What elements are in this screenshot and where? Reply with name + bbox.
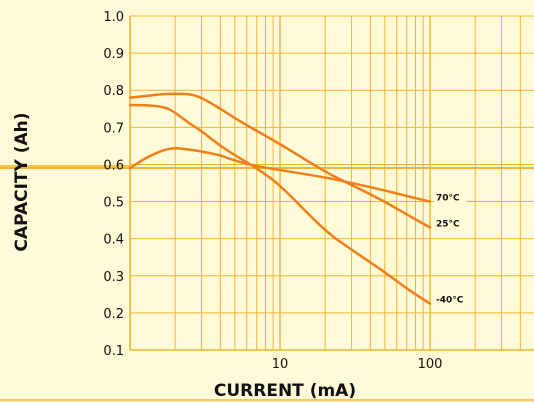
series-label-bg xyxy=(434,189,466,204)
series-label-bg xyxy=(434,215,466,230)
y-tick-label: 1.0 xyxy=(103,10,124,25)
series-label-0: 70°C xyxy=(436,194,460,204)
series-layer xyxy=(128,92,432,305)
y-tick-label: 0.2 xyxy=(103,307,124,322)
y-tick-label: 0.1 xyxy=(103,344,124,359)
series-line-2 xyxy=(128,103,432,305)
x-tick-label: 100 xyxy=(418,357,443,372)
series-label-1: 25°C xyxy=(436,220,460,230)
y-tick-label: 0.7 xyxy=(103,121,124,136)
series-line-1 xyxy=(128,92,432,229)
y-tick-label: 0.9 xyxy=(103,47,124,62)
series-label-2: -40°C xyxy=(436,296,464,306)
x-tick-label: 10 xyxy=(272,357,289,372)
series-label-bg xyxy=(434,291,466,306)
y-tick-label: 0.5 xyxy=(103,196,124,211)
series-labels: 70°C 25°C -40°C xyxy=(434,189,466,306)
y-axis-title: CAPACITY (Ah) xyxy=(12,112,32,251)
series-line-0 xyxy=(128,146,432,203)
x-tick-labels: 10 100 xyxy=(272,357,443,372)
y-tick-label: 0.3 xyxy=(103,270,124,285)
x-axis-title: CURRENT (mA) xyxy=(214,381,356,401)
y-tick-label: 0.8 xyxy=(103,84,124,99)
y-tick-label: 0.4 xyxy=(103,233,124,248)
y-tick-labels: 1.0 0.9 0.8 0.7 0.6 0.5 0.4 0.3 0.2 0.1 xyxy=(103,10,124,359)
y-tick-label: 0.6 xyxy=(103,158,124,173)
